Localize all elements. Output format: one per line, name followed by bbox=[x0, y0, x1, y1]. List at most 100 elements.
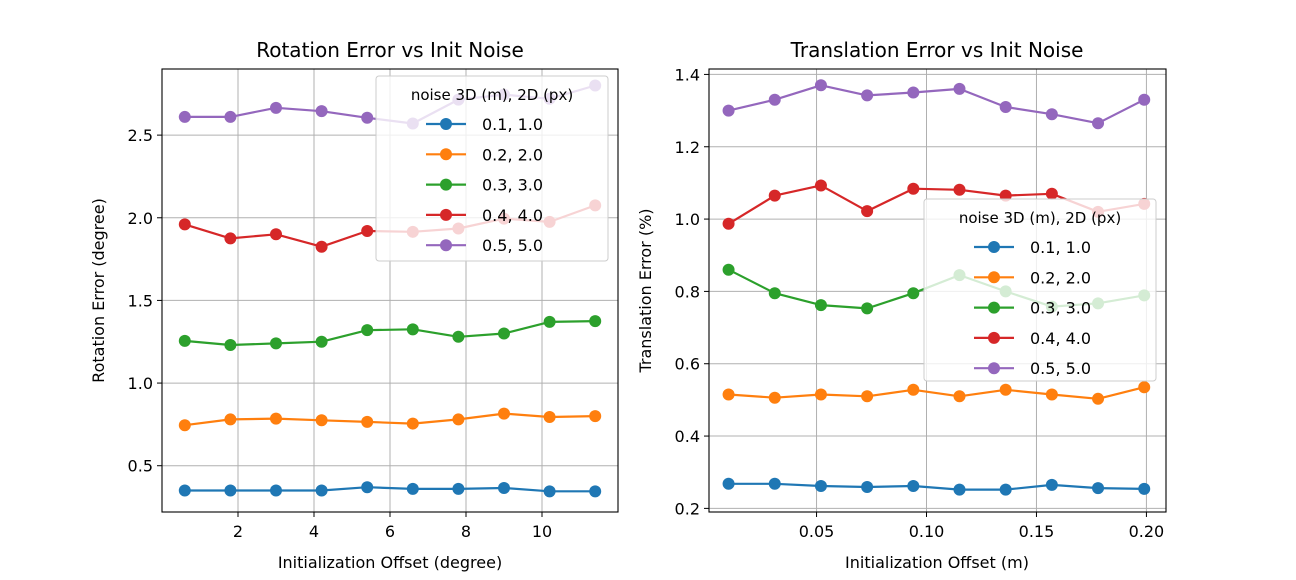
translation-data-point bbox=[814, 479, 827, 492]
translation-data-point bbox=[907, 182, 920, 195]
translation-legend-label: 0.2, 2.0 bbox=[1030, 268, 1091, 287]
translation-legend-label: 0.1, 1.0 bbox=[1030, 238, 1091, 257]
translation-data-point bbox=[768, 391, 781, 404]
rotation-data-point bbox=[315, 484, 328, 497]
rotation-x-tick-label: 4 bbox=[309, 522, 319, 541]
translation-data-point bbox=[907, 287, 920, 300]
translation-legend-label: 0.3, 3.0 bbox=[1030, 299, 1091, 318]
translation-series-line-5 bbox=[728, 84, 1145, 125]
translation-legend-marker bbox=[988, 362, 1000, 375]
rotation-data-point bbox=[224, 110, 237, 123]
translation-plot-frame bbox=[708, 68, 1167, 513]
translation-data-point bbox=[999, 100, 1012, 113]
rotation-data-point bbox=[178, 110, 191, 123]
rotation-series-line-3 bbox=[184, 320, 596, 347]
translation-data-point bbox=[722, 217, 735, 230]
rotation-data-point bbox=[361, 111, 374, 124]
rotation-data-point bbox=[224, 232, 237, 245]
rotation-series-line-2 bbox=[184, 412, 596, 427]
translation-data-point bbox=[953, 390, 966, 403]
rotation-data-point bbox=[406, 323, 419, 336]
rotation-x-tick-label: 6 bbox=[385, 522, 395, 541]
translation-y-tick-label: 1.2 bbox=[675, 138, 700, 157]
rotation-data-point bbox=[452, 482, 465, 495]
translation-y-tick-label: 1.4 bbox=[675, 65, 700, 84]
translation-data-point bbox=[722, 388, 735, 401]
translation-x-tick-label: 0.10 bbox=[909, 522, 945, 541]
rotation-data-point bbox=[270, 484, 282, 497]
translation-data-point bbox=[722, 104, 735, 117]
rotation-data-point bbox=[498, 407, 510, 420]
rotation-data-point bbox=[452, 330, 465, 343]
translation-y-tick-label: 0.6 bbox=[675, 355, 700, 374]
translation-data-point bbox=[1092, 392, 1105, 405]
rotation-data-point bbox=[361, 415, 374, 428]
translation-legend-box bbox=[923, 198, 1157, 382]
rotation-data-point bbox=[361, 481, 374, 494]
translation-data-point bbox=[907, 86, 920, 99]
translation-data-point bbox=[1045, 478, 1058, 491]
rotation-data-point bbox=[543, 485, 556, 498]
translation-y-tick-label: 0.8 bbox=[675, 282, 700, 301]
translation-data-point bbox=[999, 483, 1012, 496]
rotation-y-tick-label: 1.5 bbox=[128, 291, 153, 310]
rotation-series-line-1 bbox=[184, 486, 596, 493]
rotation-y-tick-label: 0.5 bbox=[128, 457, 153, 476]
rotation-data-point bbox=[543, 315, 556, 328]
translation-legend-title: noise 3D (m), 2D (px) bbox=[959, 209, 1121, 227]
translation-data-point bbox=[1092, 482, 1105, 495]
translation-series-line-1 bbox=[728, 482, 1145, 491]
translation-data-point bbox=[953, 82, 966, 95]
rotation-legend-marker bbox=[440, 239, 452, 252]
rotation-data-point bbox=[315, 240, 328, 253]
translation-data-point bbox=[814, 388, 827, 401]
rotation-legend-marker bbox=[440, 208, 452, 221]
rotation-data-point bbox=[543, 410, 556, 423]
rotation-legend-label: 0.5, 5.0 bbox=[482, 236, 543, 255]
translation-legend-label: 0.4, 4.0 bbox=[1030, 329, 1091, 348]
rotation-data-point bbox=[224, 339, 237, 352]
rotation-legend-label: 0.1, 1.0 bbox=[482, 115, 543, 134]
rotation-data-point bbox=[452, 413, 465, 426]
rotation-data-point bbox=[178, 334, 191, 347]
translation-data-point bbox=[861, 89, 874, 102]
rotation-y-tick-label: 1.0 bbox=[128, 374, 153, 393]
translation-chart-title: Translation Error vs Init Noise bbox=[790, 38, 1084, 62]
translation-data-point bbox=[861, 205, 874, 218]
translation-data-point bbox=[953, 183, 966, 196]
rotation-data-point bbox=[224, 413, 237, 426]
rotation-data-point bbox=[178, 218, 191, 231]
rotation-data-point bbox=[270, 337, 282, 350]
translation-data-point bbox=[861, 390, 874, 403]
translation-legend-marker bbox=[988, 271, 1000, 284]
rotation-legend-label: 0.4, 4.0 bbox=[482, 206, 543, 225]
translation-data-point bbox=[1138, 381, 1151, 394]
translation-x-tick-label: 0.05 bbox=[799, 522, 835, 541]
rotation-y-axis-label: Rotation Error (degree) bbox=[89, 198, 108, 383]
translation-legend-marker bbox=[988, 331, 1000, 344]
rotation-y-tick-label: 2.5 bbox=[128, 126, 153, 145]
rotation-data-point bbox=[406, 482, 419, 495]
translation-data-point bbox=[814, 79, 827, 92]
rotation-data-point bbox=[178, 419, 191, 432]
rotation-chart-title: Rotation Error vs Init Noise bbox=[256, 38, 524, 62]
translation-data-point bbox=[722, 477, 735, 490]
translation-data-point bbox=[1045, 388, 1058, 401]
rotation-x-axis-label: Initialization Offset (degree) bbox=[278, 553, 502, 572]
translation-x-tick-label: 0.20 bbox=[1129, 522, 1165, 541]
rotation-legend-label: 0.2, 2.0 bbox=[482, 145, 543, 164]
rotation-data-point bbox=[315, 414, 328, 427]
translation-data-point bbox=[768, 93, 781, 106]
rotation-data-point bbox=[178, 484, 191, 497]
rotation-data-point bbox=[589, 485, 602, 498]
rotation-legend: noise 3D (m), 2D (px) 0.1, 1.0 0.2, 2.0 0.… bbox=[375, 75, 609, 262]
rotation-data-point bbox=[589, 315, 602, 328]
translation-y-tick-label: 0.2 bbox=[675, 499, 700, 518]
rotation-data-point bbox=[224, 484, 237, 497]
translation-data-point bbox=[768, 477, 781, 490]
rotation-data-point bbox=[361, 224, 374, 237]
translation-legend-marker bbox=[988, 241, 1000, 253]
translation-data-point bbox=[814, 299, 827, 312]
translation-x-tick-label: 0.15 bbox=[1019, 522, 1055, 541]
